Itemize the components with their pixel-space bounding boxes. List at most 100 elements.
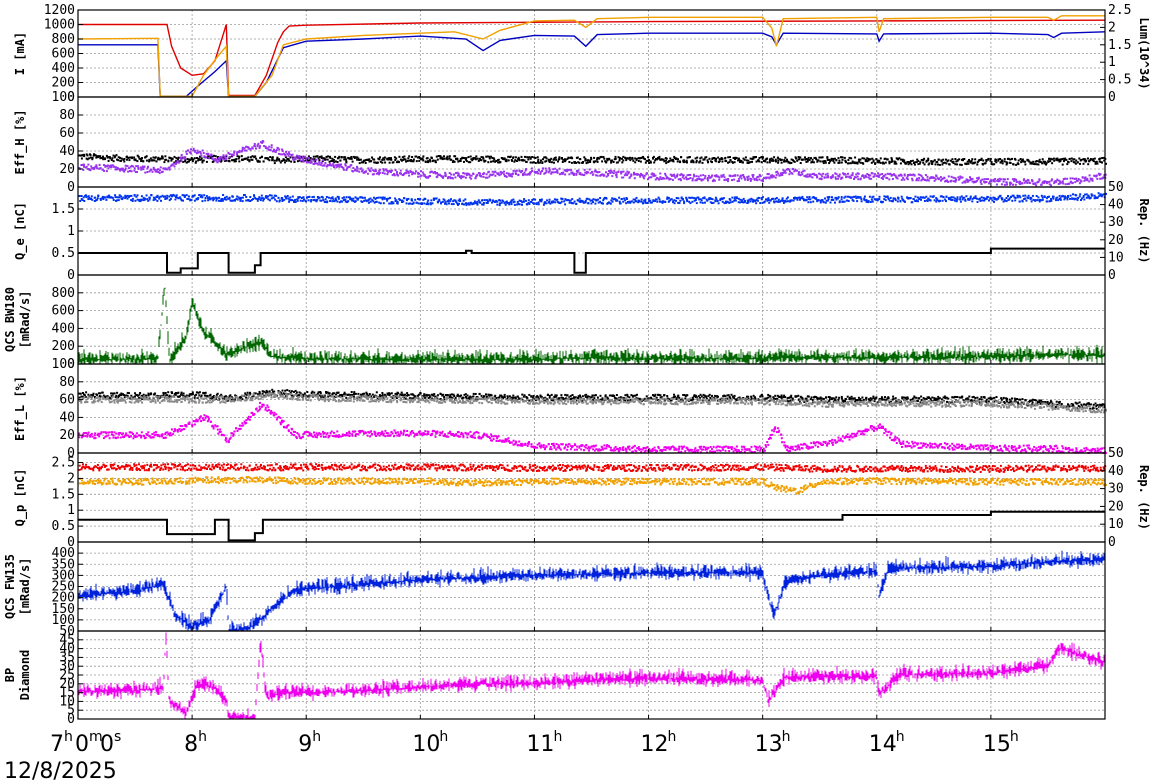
- panel-effH-series-1-point: [80, 164, 83, 166]
- panel-effH-series-1-point: [492, 173, 495, 176]
- panel-qe-series-0-point: [431, 202, 434, 205]
- panel-qe-series-0-point: [737, 201, 740, 204]
- panel-effL-series-0-point: [592, 399, 594, 402]
- panel-effH-series-0-point: [513, 160, 516, 163]
- panel-qe-series-0-point: [160, 199, 162, 202]
- panel-effH-series-1-point: [329, 163, 332, 166]
- panel-effH-series-0-point: [862, 162, 865, 165]
- panel-effL-series-0-point: [147, 394, 150, 397]
- panel-effH-series-1-point: [846, 175, 849, 178]
- panel-effH-series-0-point: [537, 160, 539, 163]
- panel-effH-series-0-point: [1020, 159, 1023, 162]
- panel-qe-series-0-point: [619, 202, 621, 205]
- panel-effH-series-0-point: [242, 158, 245, 161]
- panel-effL-series-0-point: [514, 397, 517, 400]
- panel-qe-series-0-point: [860, 198, 863, 201]
- panel-effH-series-0-point: [685, 159, 688, 162]
- panel-effL-series-0-point: [101, 391, 104, 394]
- panel-effL-series-0-point: [290, 390, 293, 393]
- panel-effH-series-1-point: [255, 147, 257, 150]
- panel-effH-series-1-point: [136, 165, 139, 168]
- panel-qe-series-0-point: [887, 198, 890, 201]
- panel-effL-series-0-point: [166, 394, 169, 397]
- panel-effH-series-1-point: [1099, 173, 1102, 176]
- panel-effH-series-0-point: [541, 162, 544, 164]
- panel-effL-series-0-point: [624, 399, 627, 402]
- panel-qe-series-0-point: [291, 195, 294, 198]
- panel-effH-series-1-point: [479, 172, 482, 175]
- panel-effH-series-1-point: [270, 144, 273, 147]
- panel-qe-series-0-point: [602, 199, 605, 202]
- panel-effL-series-0-point: [321, 394, 324, 397]
- panel-effH-series-0-point: [1057, 158, 1060, 161]
- panel-effH-series-0-point: [751, 160, 753, 163]
- panel-effH-series-0-point: [840, 156, 842, 159]
- panel-qe-series-0-point: [594, 202, 597, 205]
- panel-effL-series-0-point: [666, 397, 669, 400]
- panel-effL-series-0-point: [463, 393, 466, 396]
- panel-effH-series-0-point: [436, 158, 439, 161]
- panel-qe-series-0-point: [871, 196, 874, 199]
- panel-effL-series-0-point: [565, 397, 568, 400]
- panel-effH-series-1-point: [404, 171, 407, 174]
- panel-qe-series-0-point: [782, 199, 785, 202]
- panel-effH-series-0-point: [251, 158, 254, 161]
- panel-qe-series-0-point: [760, 197, 763, 200]
- panel-effH-series-0-point: [407, 157, 410, 160]
- panel-effH-series-0-point: [117, 159, 120, 162]
- panel-effH-series-0-point: [331, 159, 334, 162]
- panel-qe-series-0-point: [733, 199, 736, 202]
- panel-effH-series-0-point: [1030, 161, 1033, 164]
- panel-qe-series-0-point: [281, 200, 284, 202]
- panel-effH-series-0-point: [755, 160, 758, 163]
- panel-qe-series-0-point: [249, 196, 252, 198]
- panel-effH-series-0-point: [948, 163, 951, 166]
- panel-effH-series-0-point: [857, 158, 860, 161]
- panel-effH-series-1-point: [842, 173, 845, 176]
- panel-effH-series-0-point: [694, 157, 697, 160]
- panel-effL-series-0-point: [469, 395, 472, 398]
- panel-effH-series-0-point: [1041, 158, 1044, 161]
- panel-effH-series-1-point: [87, 168, 90, 170]
- panel-effL-series-0-point: [92, 392, 95, 395]
- panel-effH-series-0-point: [818, 156, 821, 159]
- panel-qe-series-0-point: [154, 198, 157, 201]
- panel-qe-series-0-point: [381, 198, 384, 201]
- panel-effH-series-0-point: [140, 160, 143, 162]
- panel-effH-series-1-point: [743, 177, 746, 180]
- panel-effH-series-0-point: [107, 159, 110, 162]
- panel-effH-series-1-point: [550, 172, 553, 175]
- panel-effH-series-1-point: [396, 174, 399, 177]
- panel-effL-series-0-point: [113, 392, 116, 395]
- panel-effH-series-1-point: [134, 171, 137, 173]
- panel-effH-series-1-point: [442, 175, 445, 178]
- panel-qe-series-0-point: [198, 194, 201, 197]
- panel-effL-series-0-point: [918, 397, 921, 400]
- panel-effH-series-0-point: [379, 156, 381, 159]
- panel-effH-series-1-point: [1032, 182, 1035, 185]
- panel-qe-series-0-point: [1005, 200, 1008, 203]
- panel-effL-series-0-point: [468, 396, 471, 399]
- panel-effH-series-1-point: [698, 177, 701, 180]
- panel-qe-series-0-point: [1003, 199, 1006, 202]
- panel-effH-series-0-point: [1005, 163, 1008, 166]
- panel-effH-series-1-point: [826, 174, 829, 177]
- panel-effH-series-0-point: [785, 160, 788, 163]
- panel-effH-series-1-point: [756, 176, 759, 178]
- panel-effL-series-0-point: [554, 394, 557, 397]
- panel-qe-series-0-point: [108, 196, 111, 199]
- panel-effH-series-0-point: [312, 155, 315, 158]
- panel-effH-series-0-point: [597, 156, 599, 159]
- panel-effH-series-0-point: [652, 155, 655, 158]
- panel-effH-series-0-point: [1073, 161, 1076, 164]
- panel-effH-series-0-point: [212, 160, 215, 163]
- panel-qe-series-0-point: [272, 196, 275, 199]
- panel-effH-series-0-point: [700, 156, 703, 159]
- panel-effL-series-0-point: [174, 392, 177, 394]
- panel-qe-series-0-point: [956, 196, 959, 199]
- panel-effH-series-0-point: [352, 155, 355, 158]
- panel-effH-series-0-point: [808, 158, 811, 161]
- panel-effH-series-0-point: [622, 155, 625, 158]
- panel-effL-series-0-point: [390, 392, 393, 395]
- panel-qe-series-0-point: [153, 197, 156, 200]
